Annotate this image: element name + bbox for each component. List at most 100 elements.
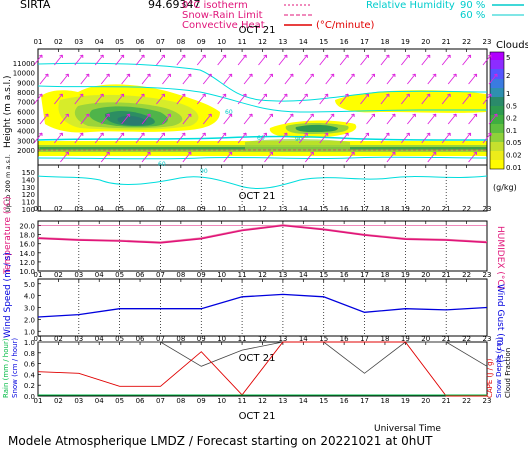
hour-tick-label: 05 <box>115 205 124 213</box>
hour-tick-label: 02 <box>54 397 63 405</box>
date-labels: OCT 21 OCT 21 OCT 21 OCT 21 <box>239 25 276 422</box>
wind-arrow <box>182 151 192 163</box>
wind-arrow <box>258 54 267 66</box>
wind-arrow <box>162 73 171 85</box>
wind-arrow <box>345 151 355 163</box>
wind-arrow <box>182 73 192 85</box>
hour-tick-label: 05 <box>115 38 124 46</box>
hour-tick-label: 14 <box>299 205 308 213</box>
wind-arrow <box>284 73 294 85</box>
coords-label: 94.69347 <box>148 0 201 11</box>
hour-tick-label: 23 <box>483 335 492 343</box>
temperature-ylabel: Temperature (°C) <box>3 196 13 275</box>
wind-arrow <box>319 54 329 66</box>
hour-tick-label: 23 <box>483 397 492 405</box>
wind-arrow <box>258 132 267 144</box>
wind-arrow <box>39 113 49 125</box>
hour-tick-label: 07 <box>156 397 165 405</box>
y-tick-label: 1.0 <box>24 339 35 347</box>
snowdepth-ylabel: Snow Depth (cm) <box>495 337 503 398</box>
wind-arrow <box>468 113 478 125</box>
wind-arrow <box>202 113 212 125</box>
hour-tick-label: 19 <box>401 271 410 279</box>
hour-tick-label: 19 <box>401 38 410 46</box>
wind-arrow <box>80 113 90 125</box>
wind-arrow <box>135 93 145 105</box>
wind-arrow <box>141 113 151 125</box>
hour-tick-label: 12 <box>258 271 267 279</box>
hour-tick-label: 23 <box>483 205 492 213</box>
wind-arrow <box>115 54 125 66</box>
low-height-tick-label: 120 <box>22 191 35 199</box>
hour-tick-label: 15 <box>319 271 328 279</box>
wind-arrow <box>447 113 457 125</box>
rh-contour-label: 60 <box>225 109 233 116</box>
hour-tick-label: 12 <box>258 205 267 213</box>
hour-tick-label: 13 <box>278 397 287 405</box>
hour-tick-label: 18 <box>380 335 389 343</box>
hour-tick-label: 01 <box>34 397 43 405</box>
colorbar-title: Clouds <box>496 40 528 51</box>
colorbar <box>489 51 505 170</box>
wind-arrow <box>304 151 314 163</box>
height-tick-label: 10000 <box>13 70 35 78</box>
hour-tick-label: 22 <box>462 335 471 343</box>
colorbar-tick-label: 5 <box>506 54 510 62</box>
wind-arrow <box>141 73 151 85</box>
hour-tick-label: 16 <box>340 205 349 213</box>
wind-arrow <box>482 54 492 66</box>
series <box>37 224 488 397</box>
hour-tick-label: 20 <box>421 335 430 343</box>
wind-arrow <box>33 54 43 66</box>
wind-arrow <box>196 54 206 66</box>
hour-tick-label: 05 <box>115 397 124 405</box>
hour-tick-label: 10 <box>217 271 226 279</box>
legend-rh-90: 90 % <box>460 0 485 11</box>
wind-arrow <box>156 132 165 144</box>
legend-convective-unit: (°C/minute) <box>316 20 375 31</box>
wind-arrow <box>121 73 131 85</box>
hour-tick-label: 02 <box>54 205 63 213</box>
hour-tick-label: 15 <box>319 335 328 343</box>
wind-arrow <box>366 113 375 125</box>
hour-tick-label: 22 <box>462 397 471 405</box>
wind-arrow <box>60 113 69 125</box>
hour-tick-label: 05 <box>115 271 124 279</box>
hour-tick-label: 06 <box>136 397 145 405</box>
height-tick-label: 2000 <box>17 147 35 155</box>
wind-arrow <box>54 54 63 66</box>
legend-snow-rain: Snow-Rain Limit <box>182 10 263 21</box>
cloud-fraction-line <box>38 341 488 374</box>
hour-tick-label: 09 <box>197 335 206 343</box>
wind-arrow <box>298 54 308 66</box>
hour-tick-label: 08 <box>176 271 185 279</box>
humidex-ylabel: HUMIDEX (°C) <box>495 226 505 289</box>
legend-rh-60: 60 % <box>460 10 485 21</box>
hour-tick-label: 02 <box>54 38 63 46</box>
wind-arrow <box>482 93 492 105</box>
hour-labels: 01 02 03 04 05 06 07 08 09 10 11 12 13 14 15 16 17 18 19 20… <box>34 38 492 405</box>
wind-arrow <box>386 151 396 163</box>
wind-arrow <box>360 93 369 105</box>
rh-contour-label: 60 <box>158 161 166 168</box>
hour-tick-label: 06 <box>136 335 145 343</box>
hour-tick-label: 11 <box>238 397 247 405</box>
height-tick-label: 5000 <box>17 118 35 126</box>
station-name: SIRTA <box>20 0 51 11</box>
wind-arrow <box>74 54 84 66</box>
colorbar-tick-label: 0.1 <box>506 127 517 135</box>
wind-arrow <box>319 93 329 105</box>
hour-tick-label: 11 <box>238 335 247 343</box>
hour-tick-label: 21 <box>442 205 451 213</box>
wind-arrow <box>482 132 492 144</box>
wind-arrow <box>441 132 451 144</box>
y-tick-label: 5.0 <box>24 281 35 289</box>
wind-arrow <box>264 113 273 125</box>
hour-tick-label: 03 <box>74 205 83 213</box>
hour-tick-label: 09 <box>197 397 206 405</box>
wind-arrow <box>176 132 186 144</box>
wind-arrow <box>54 93 63 105</box>
wind-arrow <box>401 54 410 66</box>
humidex-line <box>37 224 488 243</box>
hour-tick-label: 16 <box>340 38 349 46</box>
